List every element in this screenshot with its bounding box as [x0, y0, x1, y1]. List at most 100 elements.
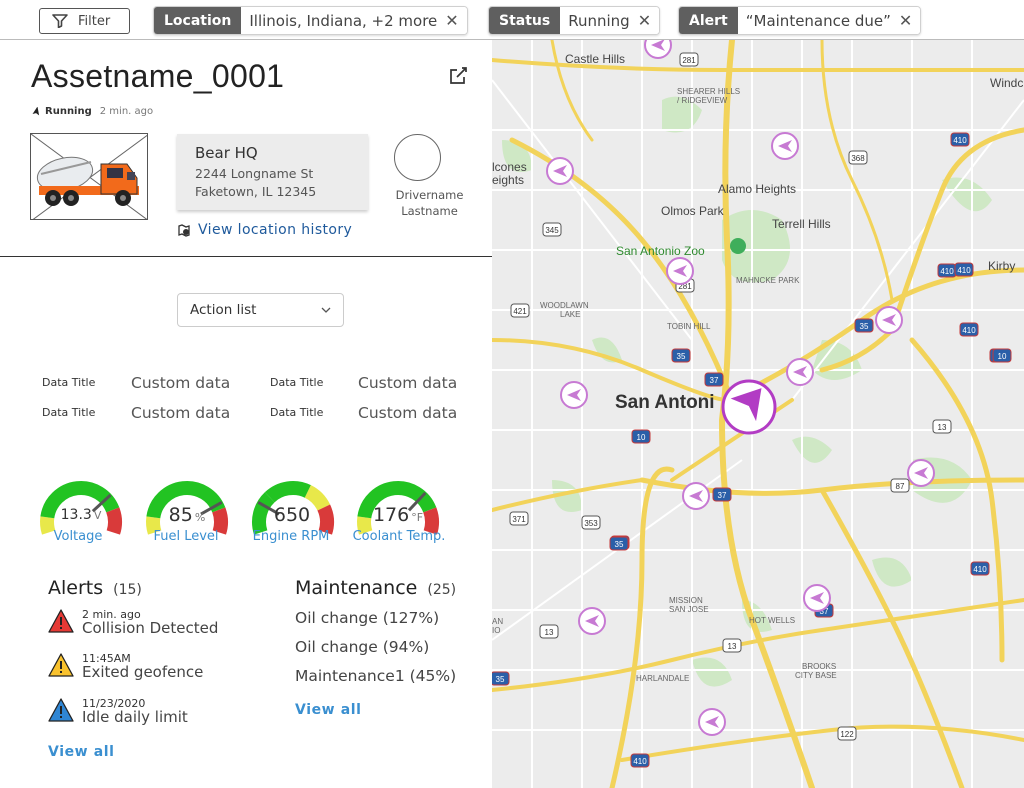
chip-value: Running: [568, 11, 630, 30]
filter-button[interactable]: Filter: [39, 8, 130, 34]
location-card: Bear HQ 2244 Longname St Faketown, IL 12…: [177, 134, 368, 210]
close-icon[interactable]: ✕: [637, 11, 652, 30]
navigation-arrow-icon: [32, 106, 40, 115]
map[interactable]: Castle Hills SHEARER HILLS / RIDGEVIEW l…: [492, 40, 1024, 788]
vehicle-marker[interactable]: [803, 584, 831, 612]
vehicle-marker[interactable]: [698, 708, 726, 736]
map-label: SHEARER HILLS: [677, 87, 740, 96]
highway-shield: 13: [932, 419, 952, 434]
gauge-needle: [257, 500, 280, 516]
data-title: Data Title: [270, 406, 324, 419]
svg-text:37: 37: [820, 607, 829, 616]
map-label: San Antoni: [615, 392, 715, 413]
vehicle-marker[interactable]: [546, 157, 574, 185]
vehicle-marker[interactable]: [578, 607, 606, 635]
action-list-label: Action list: [190, 302, 257, 318]
vehicle-marker[interactable]: [786, 358, 814, 386]
map-label: Alamo Heights: [718, 182, 796, 196]
gauge: 176 °F: [354, 476, 442, 548]
filter-chip-alert[interactable]: Alert “Maintenance due” ✕: [678, 6, 922, 35]
alert-item[interactable]: 11:45AM Exited geofence: [48, 653, 203, 680]
svg-text:13: 13: [545, 628, 554, 637]
vehicle-marker[interactable]: [875, 306, 903, 334]
vehicle-marker[interactable]: [644, 40, 672, 59]
warning-icon: [48, 609, 74, 633]
filter-chip-location[interactable]: Location Illinois, Indiana, +2 more ✕: [153, 6, 468, 35]
highway-shield: 35: [492, 671, 510, 686]
selected-vehicle-marker[interactable]: [721, 379, 777, 435]
map-label: Terrell Hills: [772, 217, 831, 231]
svg-text:410: 410: [953, 136, 967, 145]
map-label: lcones: [492, 160, 527, 174]
gauge-value: 13.3 V: [60, 507, 102, 523]
data-title: Data Title: [42, 376, 96, 389]
status-line: Running 2 min. ago: [31, 106, 153, 117]
svg-text:10: 10: [998, 352, 1007, 361]
vehicle-marker[interactable]: [771, 132, 799, 160]
highway-shield: 410: [950, 132, 970, 147]
view-location-history-link[interactable]: View location history: [177, 222, 352, 238]
svg-text:37: 37: [718, 491, 727, 500]
highway-shield: 35: [671, 348, 691, 363]
highway-shield: 37: [712, 487, 732, 502]
svg-text:10: 10: [637, 433, 646, 442]
gauge-needle: [200, 500, 223, 516]
highway-shield: 368: [848, 150, 868, 165]
svg-text:410: 410: [973, 565, 987, 574]
map-label: eights: [492, 173, 524, 187]
maintenance-heading: Maintenance (25): [295, 577, 456, 599]
asset-image: [30, 133, 148, 220]
vehicle-marker[interactable]: [666, 257, 694, 285]
highway-shield: 37: [704, 372, 724, 387]
highway-shield: 35: [854, 318, 874, 333]
info-icon: [48, 698, 74, 722]
action-list-dropdown[interactable]: Action list: [177, 293, 344, 327]
driver-last-name: Lastname: [401, 204, 458, 218]
svg-text:345: 345: [545, 226, 559, 235]
chevron-down-icon: [321, 307, 331, 313]
map-label: Windc: [990, 76, 1023, 90]
svg-text:410: 410: [957, 266, 971, 275]
chip-value: Illinois, Indiana, +2 more: [249, 11, 438, 30]
map-label: CITY BASE: [795, 671, 837, 680]
gauge-needle: [407, 491, 427, 512]
view-location-history-label: View location history: [198, 222, 353, 238]
highway-shield: 410: [937, 263, 957, 278]
asset-title: Assetname_0001: [31, 58, 285, 94]
driver-name: Drivername Lastname: [392, 187, 467, 219]
map-label: MAHNCKE PARK: [736, 276, 800, 285]
zoo-icon: [730, 238, 746, 254]
svg-text:35: 35: [860, 322, 869, 331]
highway-shield: 410: [970, 561, 990, 576]
vehicle-marker[interactable]: [682, 482, 710, 510]
chip-key: Alert: [679, 7, 738, 34]
maintenance-item[interactable]: Maintenance1 (45%): [295, 667, 457, 685]
gauge: 85%: [143, 476, 231, 548]
svg-text:87: 87: [896, 482, 905, 491]
filter-chip-status[interactable]: Status Running ✕: [488, 6, 661, 35]
svg-text:410: 410: [940, 267, 954, 276]
svg-text:410: 410: [633, 757, 647, 766]
map-label: SAN JOSE: [669, 605, 709, 614]
alert-item[interactable]: 11/23/2020 Idle daily limit: [48, 698, 188, 725]
alert-description: Idle daily limit: [82, 708, 188, 726]
close-icon[interactable]: ✕: [445, 11, 459, 30]
place-labels: Castle Hills SHEARER HILLS / RIDGEVIEW l…: [492, 52, 1023, 683]
alerts-view-all-link[interactable]: View all: [48, 744, 115, 760]
maintenance-view-all-link[interactable]: View all: [295, 702, 362, 718]
vehicle-marker[interactable]: [907, 459, 935, 487]
alert-item[interactable]: 2 min. ago Collision Detected: [48, 609, 218, 636]
close-icon[interactable]: ✕: [898, 11, 913, 30]
svg-text:13: 13: [728, 642, 737, 651]
data-title: Data Title: [42, 406, 96, 419]
data-value: Custom data: [358, 374, 458, 392]
external-link-icon[interactable]: [447, 65, 469, 87]
maintenance-item[interactable]: Oil change (127%): [295, 609, 440, 627]
vehicle-marker[interactable]: [560, 381, 588, 409]
gauge-value: 650: [273, 504, 311, 526]
map-canvas[interactable]: Castle Hills SHEARER HILLS / RIDGEVIEW l…: [492, 40, 1024, 788]
svg-text:353: 353: [584, 519, 598, 528]
maintenance-item[interactable]: Oil change (94%): [295, 638, 430, 656]
highway-shield: 410: [959, 322, 979, 337]
